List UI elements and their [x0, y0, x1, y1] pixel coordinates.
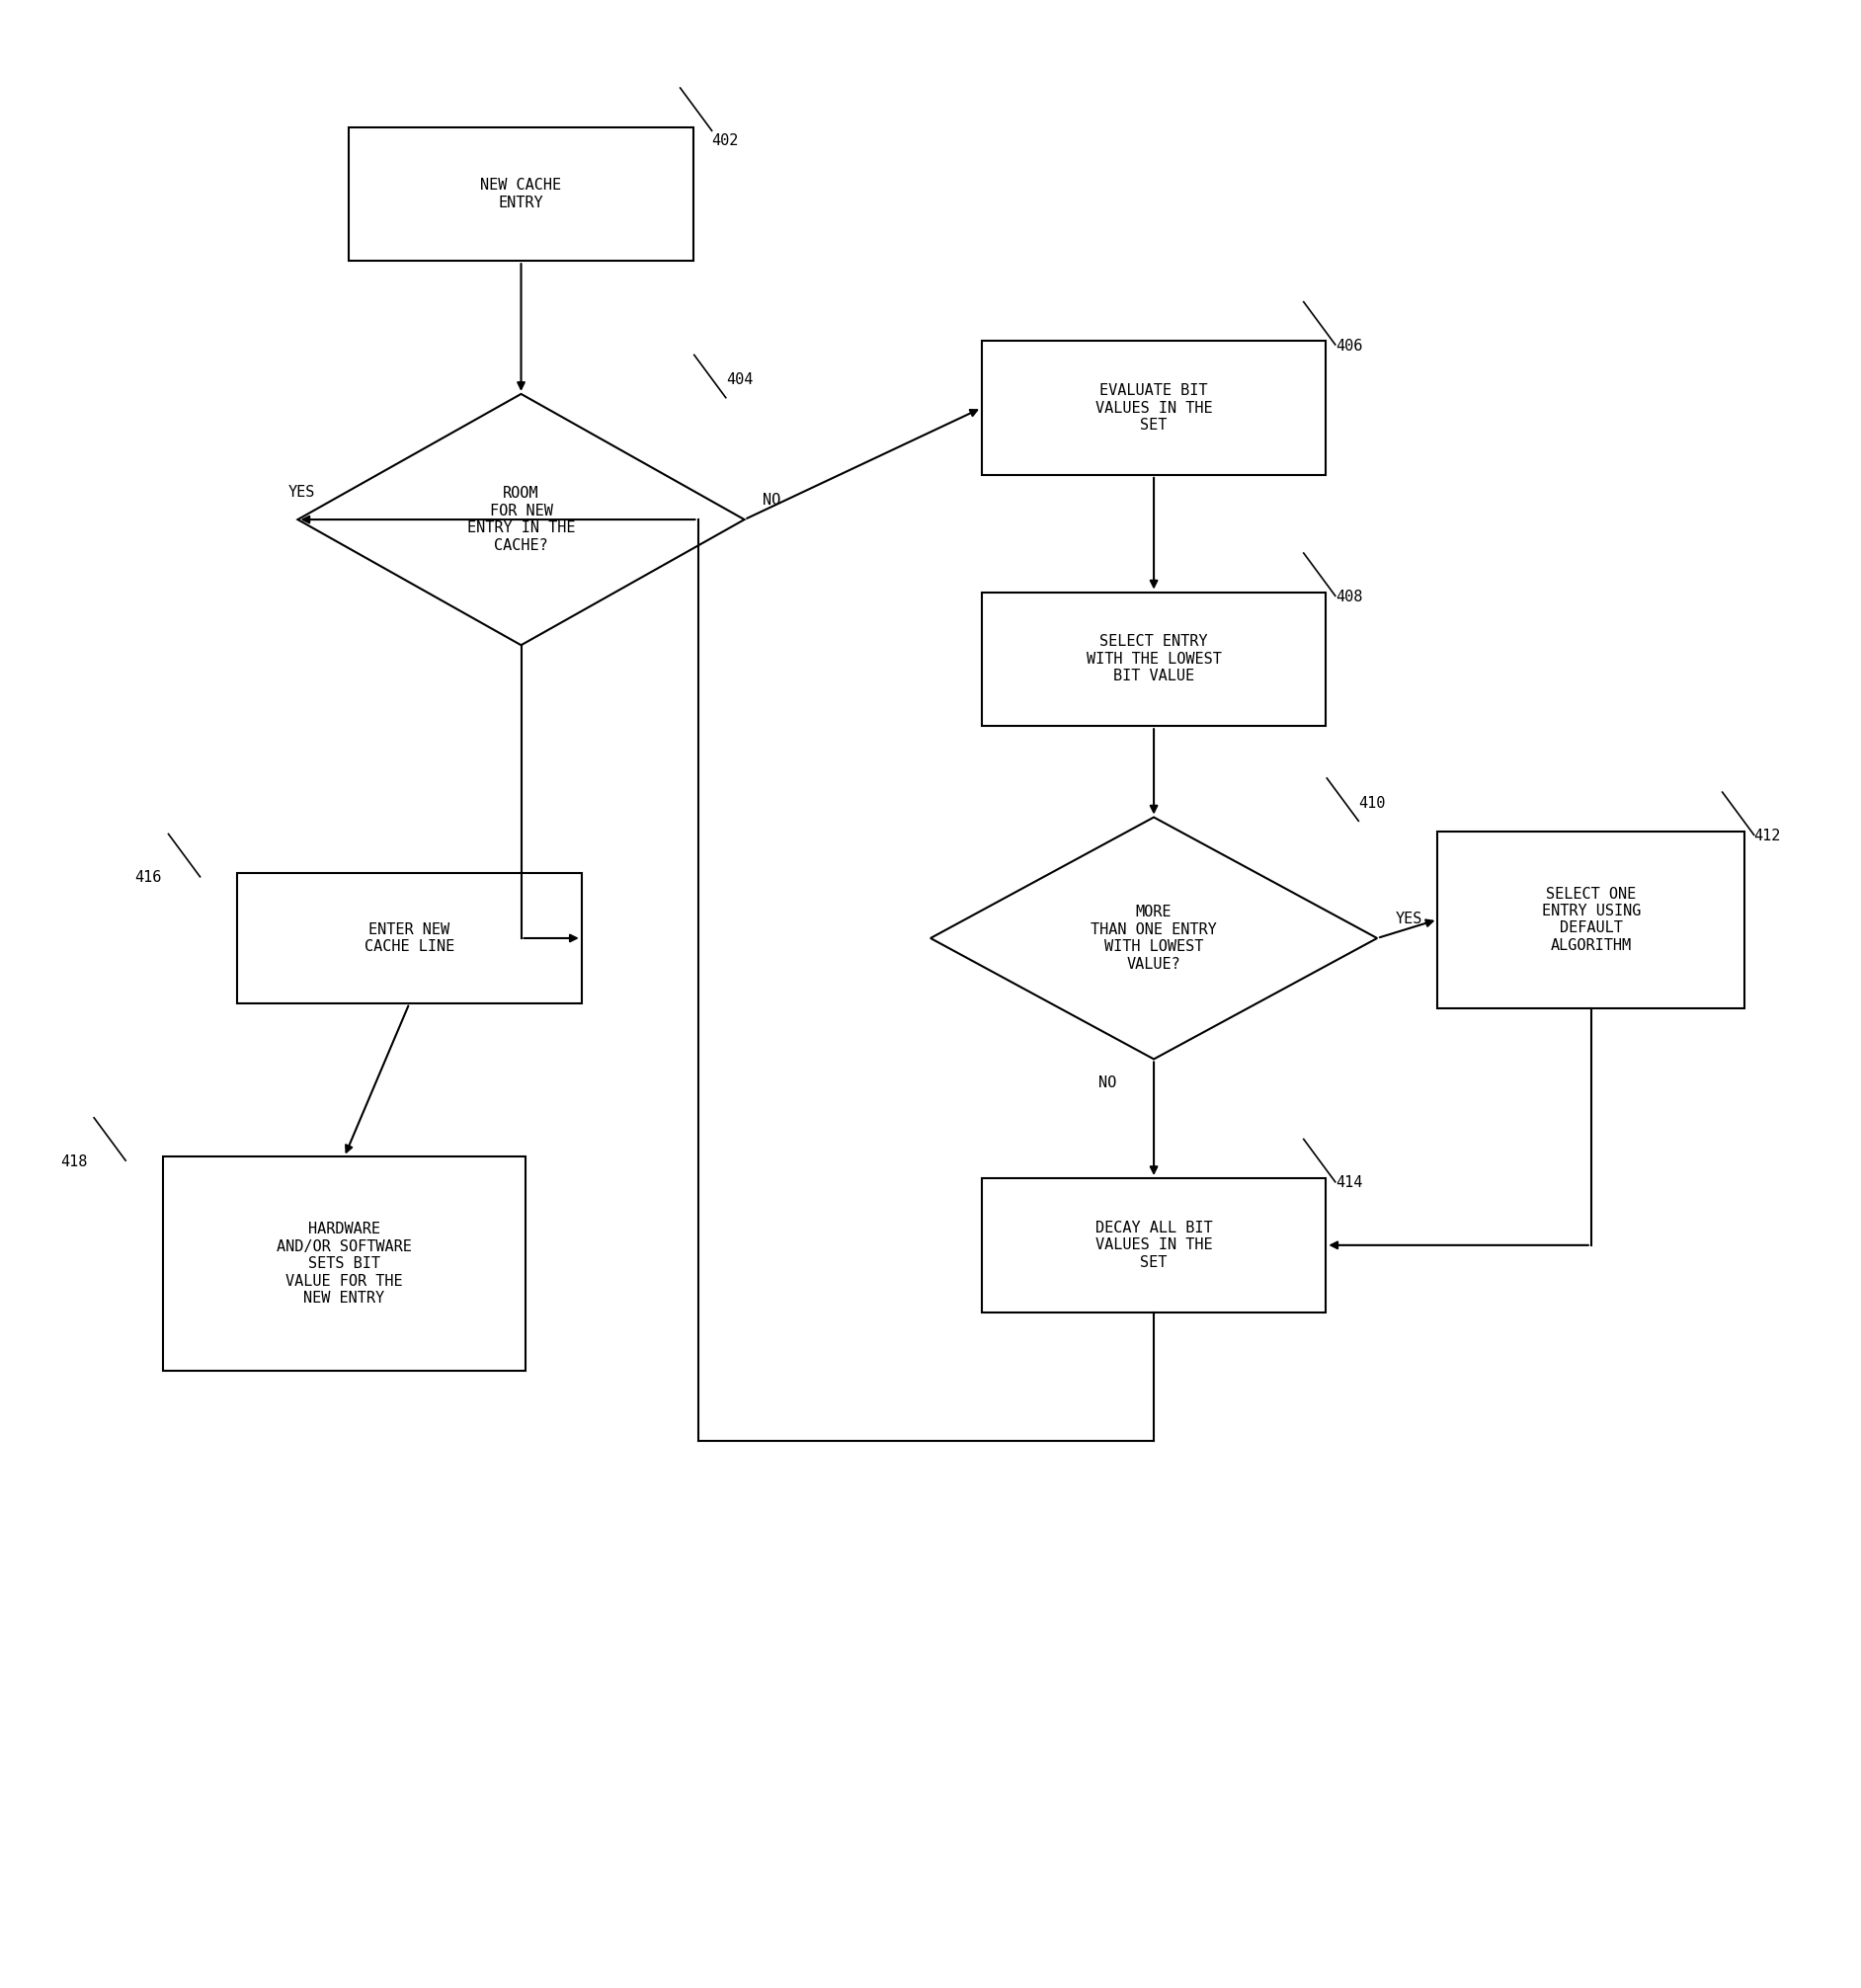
Text: NEW CACHE
ENTRY: NEW CACHE ENTRY: [480, 179, 562, 211]
Text: SELECT ENTRY
WITH THE LOWEST
BIT VALUE: SELECT ENTRY WITH THE LOWEST BIT VALUE: [1087, 634, 1221, 684]
Polygon shape: [930, 817, 1377, 1060]
FancyBboxPatch shape: [983, 592, 1325, 726]
Text: 406: 406: [1336, 338, 1362, 354]
FancyBboxPatch shape: [238, 873, 581, 1004]
Text: MORE
THAN ONE ENTRY
WITH LOWEST
VALUE?: MORE THAN ONE ENTRY WITH LOWEST VALUE?: [1091, 905, 1217, 972]
Text: 402: 402: [713, 133, 739, 149]
Text: SELECT ONE
ENTRY USING
DEFAULT
ALGORITHM: SELECT ONE ENTRY USING DEFAULT ALGORITHM: [1541, 887, 1641, 952]
Text: YES: YES: [1396, 911, 1424, 926]
Text: EVALUATE BIT
VALUES IN THE
SET: EVALUATE BIT VALUES IN THE SET: [1096, 384, 1212, 433]
Text: ROOM
FOR NEW
ENTRY IN THE
CACHE?: ROOM FOR NEW ENTRY IN THE CACHE?: [467, 487, 575, 553]
Text: HARDWARE
AND/OR SOFTWARE
SETS BIT
VALUE FOR THE
NEW ENTRY: HARDWARE AND/OR SOFTWARE SETS BIT VALUE …: [277, 1223, 411, 1306]
Text: NO: NO: [763, 493, 782, 507]
FancyBboxPatch shape: [164, 1157, 525, 1372]
FancyBboxPatch shape: [350, 127, 694, 260]
Text: 410: 410: [1359, 795, 1386, 811]
FancyBboxPatch shape: [983, 340, 1325, 475]
Text: 412: 412: [1753, 829, 1781, 843]
Polygon shape: [298, 394, 744, 646]
Text: 404: 404: [726, 374, 754, 388]
Text: DECAY ALL BIT
VALUES IN THE
SET: DECAY ALL BIT VALUES IN THE SET: [1096, 1221, 1212, 1270]
Text: 416: 416: [134, 871, 162, 885]
Text: 418: 418: [60, 1155, 87, 1169]
FancyBboxPatch shape: [983, 1179, 1325, 1312]
FancyBboxPatch shape: [1437, 831, 1746, 1008]
Text: 414: 414: [1336, 1175, 1362, 1191]
Text: NO: NO: [1098, 1076, 1117, 1089]
Text: 408: 408: [1336, 590, 1362, 604]
Text: ENTER NEW
CACHE LINE: ENTER NEW CACHE LINE: [365, 922, 454, 954]
Text: YES: YES: [288, 485, 316, 501]
